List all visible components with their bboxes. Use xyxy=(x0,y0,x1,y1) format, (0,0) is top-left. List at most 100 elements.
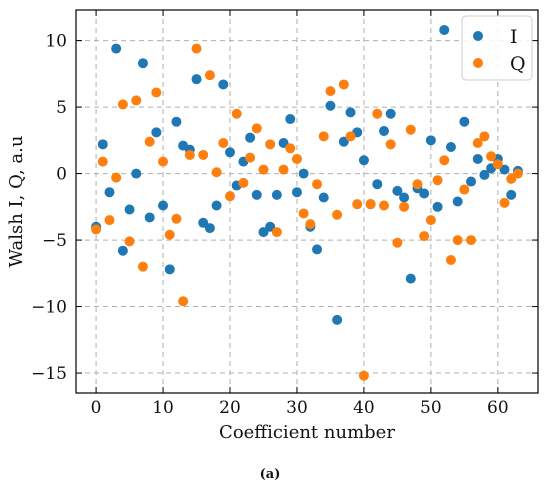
point-q xyxy=(479,131,490,142)
point-q xyxy=(251,123,262,134)
point-i xyxy=(117,245,128,256)
point-i xyxy=(385,108,396,119)
point-i xyxy=(325,100,336,111)
y-axis-label: Walsh I, Q, a.u xyxy=(6,136,27,268)
point-i xyxy=(445,141,456,152)
point-q xyxy=(358,370,369,381)
point-q xyxy=(184,149,195,160)
point-q xyxy=(379,200,389,211)
point-i xyxy=(245,132,256,143)
point-q xyxy=(412,179,423,190)
point-i xyxy=(459,116,470,127)
point-q xyxy=(305,219,316,230)
point-i xyxy=(332,314,343,325)
point-i xyxy=(151,127,162,138)
point-i xyxy=(198,217,209,228)
x-tick-label: 30 xyxy=(286,398,308,418)
point-q xyxy=(466,235,477,246)
x-tick-label: 60 xyxy=(487,398,509,418)
point-q xyxy=(111,172,122,183)
figure-caption: (a) xyxy=(260,467,281,482)
point-q xyxy=(492,159,503,170)
point-q xyxy=(352,199,363,210)
point-q xyxy=(278,164,289,175)
point-i xyxy=(472,153,483,164)
point-q xyxy=(372,108,383,119)
point-i xyxy=(285,114,296,125)
point-i xyxy=(399,192,410,203)
point-i xyxy=(479,169,490,180)
axis-ticks: 0 10 20 30 40 50 60 −15 −10 −5 0 5 10 xyxy=(31,10,538,418)
point-q xyxy=(151,87,162,98)
point-q xyxy=(218,137,229,148)
point-i xyxy=(291,187,302,198)
point-i xyxy=(225,147,235,158)
point-q xyxy=(432,175,443,186)
point-q xyxy=(225,191,235,202)
point-q xyxy=(211,167,222,178)
point-i xyxy=(419,188,430,199)
point-i xyxy=(466,176,477,187)
point-q xyxy=(512,168,523,179)
point-i xyxy=(204,223,215,234)
legend-label-i: I xyxy=(510,26,518,48)
point-i xyxy=(432,201,443,212)
point-q xyxy=(506,173,517,184)
x-axis-label: Coefficient number xyxy=(219,422,395,443)
point-q xyxy=(332,209,343,220)
point-i xyxy=(312,244,323,255)
point-i xyxy=(379,126,389,137)
point-i xyxy=(97,139,108,150)
point-i xyxy=(137,58,148,69)
point-q xyxy=(486,151,497,162)
point-i xyxy=(425,135,436,146)
point-q xyxy=(91,224,102,235)
point-q xyxy=(271,227,282,238)
point-i xyxy=(338,136,349,147)
point-q xyxy=(472,137,483,148)
point-q xyxy=(178,296,189,307)
point-q xyxy=(285,143,296,154)
point-q xyxy=(238,177,249,188)
point-q xyxy=(124,236,135,247)
point-q xyxy=(338,79,349,90)
point-q xyxy=(312,179,323,190)
point-i xyxy=(124,204,135,215)
point-q xyxy=(452,235,463,246)
point-q xyxy=(231,108,242,119)
y-tick-label: −10 xyxy=(31,298,67,318)
point-q xyxy=(97,156,108,167)
point-i xyxy=(372,179,383,190)
point-q xyxy=(164,229,175,240)
point-i xyxy=(265,221,276,232)
point-i xyxy=(131,168,142,179)
legend-label-q: Q xyxy=(510,53,526,75)
series-i xyxy=(91,24,523,325)
y-tick-label: 10 xyxy=(45,32,67,52)
point-q xyxy=(325,86,336,97)
x-tick-label: 50 xyxy=(420,398,442,418)
point-i xyxy=(164,264,175,275)
data-points xyxy=(91,24,523,381)
point-q xyxy=(117,99,128,110)
point-i xyxy=(104,187,115,198)
point-q xyxy=(499,197,510,208)
point-i xyxy=(405,273,416,284)
point-q xyxy=(258,164,269,175)
point-q xyxy=(399,201,410,212)
point-i xyxy=(358,155,369,166)
point-i xyxy=(392,185,403,196)
legend-marker-q xyxy=(473,58,483,68)
point-i xyxy=(271,189,282,200)
point-i xyxy=(144,212,155,223)
point-i xyxy=(218,79,229,90)
point-q xyxy=(245,152,256,163)
point-i xyxy=(318,192,329,203)
point-i xyxy=(298,168,309,179)
point-q xyxy=(198,149,209,160)
point-q xyxy=(204,70,215,81)
point-i xyxy=(191,74,202,85)
point-i xyxy=(211,200,222,211)
point-q xyxy=(419,231,430,242)
